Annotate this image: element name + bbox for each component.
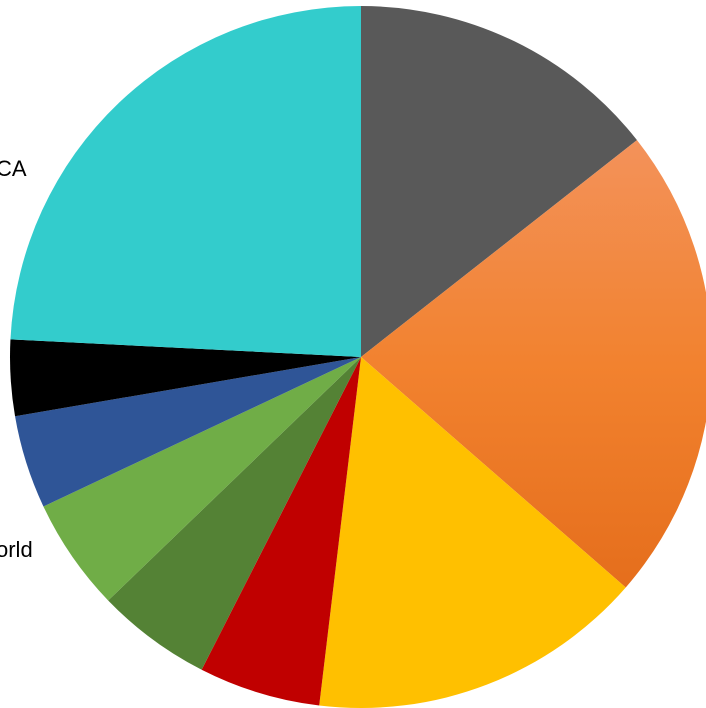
slice-label-ca: CA [0, 156, 27, 181]
pie-slice-3 [319, 357, 626, 708]
pie-slice-6 [43, 357, 361, 601]
pie-slice-7 [15, 357, 361, 507]
pie-slice-4 [201, 357, 361, 706]
pie-slice-2 [361, 140, 706, 588]
pie-slice-9 [10, 6, 361, 357]
pie-slice-5 [108, 357, 361, 670]
slice-label-world: orld [0, 537, 33, 562]
pie-slices [9, 6, 706, 708]
pie-slice-1 [361, 6, 637, 357]
pie-slice-8 [9, 339, 362, 417]
